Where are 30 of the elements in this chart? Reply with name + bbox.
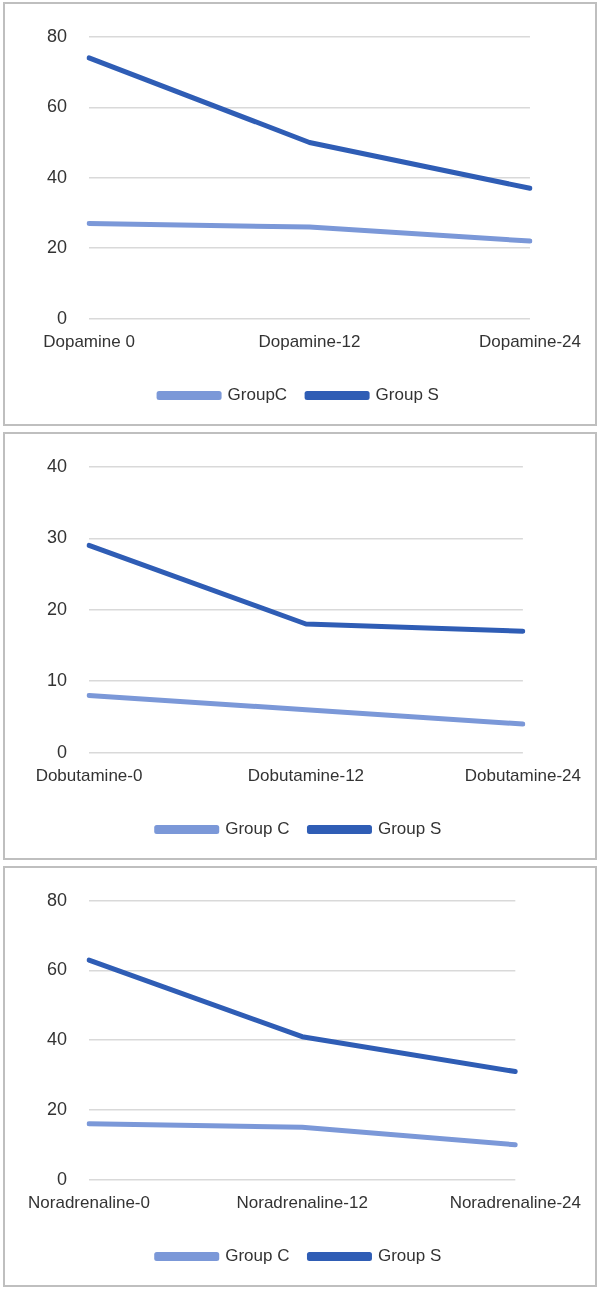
y-tick-label: 60	[46, 959, 68, 980]
x-tick-label: Noradrenaline-0	[28, 1193, 150, 1213]
y-tick-label: 0	[57, 307, 68, 328]
legend-label: Group S	[375, 385, 439, 405]
x-tick-label: Dobutamine-0	[35, 766, 143, 786]
y-tick-label: 30	[46, 527, 68, 548]
y-tick-label: 20	[46, 237, 68, 258]
y-tick-label: 0	[57, 741, 68, 762]
x-tick-label: Dopamine 0	[43, 332, 135, 352]
y-tick-label: 80	[46, 889, 68, 910]
y-tick-label: 20	[46, 598, 68, 619]
legend-label: Group C	[225, 819, 290, 839]
y-tick-label: 0	[57, 1168, 68, 1189]
legend-label: Group C	[225, 1246, 290, 1266]
y-tick-label: 60	[46, 96, 68, 117]
y-tick-label: 40	[46, 1029, 68, 1050]
x-tick-label: Dopamine-12	[258, 332, 361, 352]
y-tick-label: 40	[46, 455, 68, 476]
legend-label: Group S	[377, 1246, 442, 1266]
x-tick-label: Dopamine-24	[478, 332, 581, 352]
x-tick-label: Dobutamine-24	[464, 766, 582, 786]
x-tick-label: Dobutamine-12	[247, 766, 365, 786]
x-tick-label: Noradrenaline-24	[449, 1193, 582, 1213]
y-tick-label: 10	[46, 670, 68, 691]
y-tick-label: 40	[46, 166, 68, 187]
x-tick-label: Noradrenaline-12	[236, 1193, 368, 1213]
y-tick-label: 20	[46, 1098, 68, 1119]
legend-label: GroupC	[227, 385, 288, 405]
legend-label: Group S	[377, 819, 442, 839]
y-tick-label: 80	[46, 25, 68, 46]
